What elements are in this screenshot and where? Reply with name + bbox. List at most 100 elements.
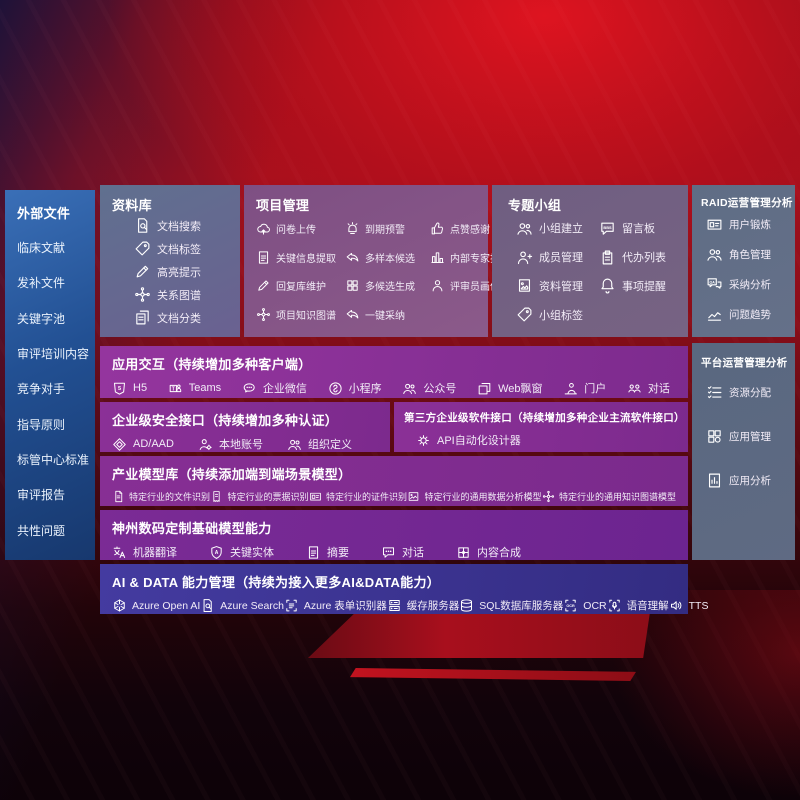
item-label: 成员管理 — [539, 252, 583, 265]
item-label: 文档搜索 — [157, 220, 201, 233]
panel-external-files: 外部文件 临床文献 发补文件 关键字池 审评培训内容 竞争对手 指导原则 标管中心标准 审评报… — [5, 190, 95, 560]
list-item: 标管中心标准 — [17, 451, 91, 468]
item-label: 对话 — [402, 547, 424, 559]
list-item: 关键字池 — [17, 310, 91, 327]
industry-chart-icon — [407, 490, 420, 503]
item-label: 特定行业的文件识别 — [129, 492, 211, 502]
entity-shield-icon: A — [209, 545, 224, 560]
item-label: 对话 — [647, 383, 670, 395]
project-list: 问卷上传 到期预警 点赞感谢 关键信息提取 多样本候选 内部专家排名 回复库维护 多候选生成 评… — [256, 214, 510, 329]
panel-raid-analysis: RAID运营管理分析 用户锻炼 角色管理 QA 采纳分析 问题趋势 — [692, 185, 795, 337]
item-label: H5 — [133, 382, 148, 394]
item-label: 评审员画像 — [450, 282, 500, 294]
list-item: 语音理解 — [607, 598, 669, 613]
list-item: 成员管理 — [516, 249, 599, 266]
row-thirdparty-interface: 第三方企业级软件接口（持续增加多种企业主流软件接口） API自动化设计器 — [394, 402, 688, 452]
dialog-dots-icon — [381, 545, 396, 560]
portal-user-icon — [563, 381, 578, 396]
dialog-people-icon — [627, 381, 642, 396]
panel-topic-group: 专题小组 小组建立 BBS 留言板 成员管理 代办列表 资料管理 事项提醒 小组标签 — [492, 185, 688, 337]
azure-search-icon — [200, 598, 215, 613]
item-label: 关系图谱 — [157, 289, 201, 302]
reply-arrow-icon — [345, 250, 360, 265]
item-label: 共性问题 — [17, 523, 66, 538]
row-title: 神州数码定制基础模型能力 — [112, 521, 272, 536]
teams-badge-icon: T — [168, 381, 183, 396]
list-item: 问题趋势 — [706, 306, 791, 323]
panel-project-management: 项目管理 问卷上传 到期预警 点赞感谢 关键信息提取 多样本候选 内部专家排名 回复库维护 多… — [244, 185, 510, 337]
list-item: 本地账号 — [198, 436, 263, 452]
row-title: 第三方企业级软件接口（持续增加多种企业主流软件接口） — [404, 412, 685, 424]
row-title: 企业级安全接口（持续增加多种认证） — [112, 413, 339, 428]
interaction-list: 5 H5 T Teams 企业微信 小程序 公众号 Web飘窗 门户 对话 — [112, 380, 676, 396]
list-item: 摘要 — [306, 544, 349, 560]
item-label: 高亮提示 — [157, 266, 201, 279]
list-item: 评审员画像 — [430, 278, 510, 293]
list-item: 组织定义 — [287, 436, 352, 452]
list-item: 审评报告 — [17, 486, 91, 503]
item-label: 文档标签 — [157, 243, 201, 256]
list-item: 小组标签 — [516, 306, 599, 323]
svg-text:A: A — [215, 550, 219, 556]
ad-diamond-icon — [112, 437, 127, 452]
item-label: 标管中心标准 — [17, 453, 90, 468]
item-label: API自动化设计器 — [437, 435, 521, 447]
row-ai-data-management: AI & DATA 能力管理（持续为接入更多AI&DATA能力） Azure O… — [100, 564, 708, 614]
list-item: QA 采纳分析 — [706, 276, 791, 293]
list-item: 小程序 — [328, 380, 382, 396]
list-item: 审评培训内容 — [17, 345, 91, 362]
relation-graph-icon — [134, 286, 151, 303]
row-base-models: 神州数码定制基础模型能力 机器翻译 A 关键实体 摘要 对话 内容合成 — [100, 510, 688, 560]
list-item: 应用分析 — [706, 472, 791, 489]
list-item: 关系图谱 — [134, 286, 236, 303]
trend-chart-icon — [706, 306, 723, 323]
miniprogram-icon — [328, 381, 343, 396]
item-label: 内容合成 — [477, 547, 521, 559]
item-label: 审评培训内容 — [17, 347, 90, 362]
list-item: 点赞感谢 — [430, 221, 510, 236]
list-item: 多候选生成 — [345, 278, 427, 293]
list-item: 5 H5 — [112, 381, 147, 396]
svg-text:T: T — [172, 386, 175, 392]
item-label: 竞争对手 — [17, 382, 66, 397]
doc-search-icon — [134, 217, 151, 234]
list-item: 对话 — [381, 544, 424, 560]
list-item: 用户锻炼 — [706, 216, 791, 233]
resource-list-icon — [706, 384, 723, 401]
base-models-list: 机器翻译 A 关键实体 摘要 对话 内容合成 — [112, 544, 676, 560]
item-label: 项目知识图谱 — [276, 311, 336, 323]
item-label: 应用分析 — [729, 474, 771, 487]
item-label: 特定行业的票据识别 — [227, 492, 309, 502]
official-people-icon — [402, 381, 417, 396]
highlight-pen-icon — [134, 263, 151, 280]
item-label: 用户锻炼 — [729, 219, 771, 232]
list-item: AD/AAD — [112, 437, 174, 452]
org-people-icon — [287, 437, 302, 452]
cache-server-icon — [387, 598, 402, 613]
list-item: 机器翻译 — [112, 544, 177, 560]
item-label: 公众号 — [423, 383, 457, 395]
reviewer-person-icon — [430, 278, 445, 293]
list-item: 特定行业的通用数据分析模型 — [407, 490, 541, 503]
item-label: 小组建立 — [539, 223, 583, 236]
list-item: 问卷上传 — [256, 221, 342, 236]
list-item: 多样本候选 — [345, 250, 427, 265]
form-recognizer-icon — [284, 598, 299, 613]
due-alarm-icon — [345, 221, 360, 236]
platform-list: 资源分配 应用管理 应用分析 — [701, 370, 791, 502]
item-label: AD/AAD — [133, 438, 174, 450]
panel-platform-analysis: 平台运营管理分析 资源分配 应用管理 应用分析 — [692, 343, 795, 560]
row-industry-models: 产业模型库（持续添加端到端场景模型） 特定行业的文件识别 特定行业的票据识别 特定行… — [100, 456, 688, 506]
item-label: 临床文献 — [17, 241, 66, 256]
raid-list: 用户锻炼 角色管理 QA 采纳分析 问题趋势 — [701, 210, 791, 329]
doc-classify-icon — [134, 309, 151, 326]
panel-title: RAID运营管理分析 — [701, 197, 793, 209]
item-label: Teams — [188, 382, 222, 394]
maintain-pen-icon — [256, 278, 271, 293]
repository-list: 文档搜索 文档标签 高亮提示 关系图谱 文档分类 — [112, 214, 236, 329]
svg-text:BBS: BBS — [603, 225, 612, 230]
item-label: 语音理解 — [626, 600, 669, 612]
ocr-frame-icon: OCR — [563, 598, 578, 613]
list-item: T Teams — [168, 381, 221, 396]
